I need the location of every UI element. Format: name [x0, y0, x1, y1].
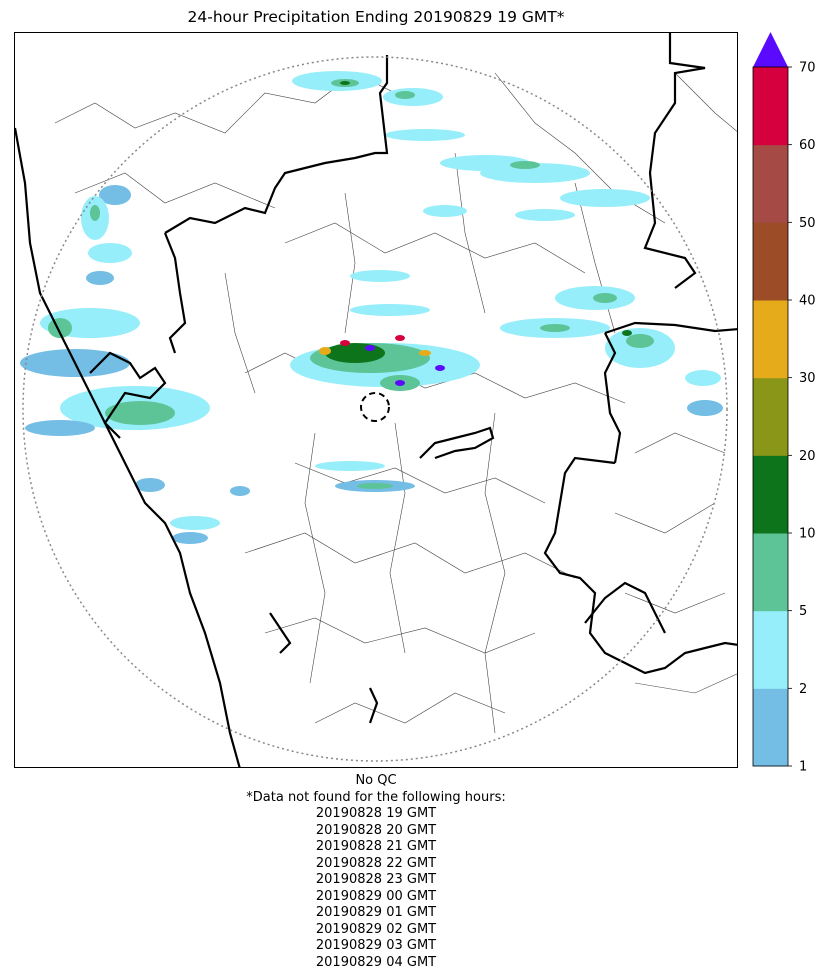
colorbar-block	[753, 455, 788, 534]
missing-hour: 20190829 03 GMT	[315, 938, 437, 953]
colorbar-block	[753, 300, 788, 379]
missing-data-label: *Data not found for the following hours:	[246, 789, 506, 805]
colorbar-block	[753, 144, 788, 223]
colorbar-tick-label: 20	[799, 449, 816, 464]
missing-hour: 20190829 00 GMT	[315, 888, 437, 904]
colorbar-block	[753, 610, 788, 689]
missing-hour: 20190829 01 GMT	[315, 905, 437, 920]
district-boundaries	[54, 72, 737, 734]
map-canvas	[15, 33, 737, 767]
precipitation-map	[14, 32, 738, 768]
colorbar-extend-arrow	[753, 32, 788, 67]
colorbar-tick-label: 2	[799, 682, 807, 697]
colorbar: 1 2 5 10 20 30 40 50 60 70	[752, 32, 816, 775]
colorbar-tick-label: 5	[799, 604, 807, 619]
missing-hour: 20190829 04 GMT	[315, 954, 437, 970]
colorbar-tick-label: 10	[799, 527, 816, 542]
missing-hour: 20190828 21 GMT	[315, 839, 437, 854]
colorbar-tick-label: 40	[799, 294, 816, 309]
footnote: No QC *Data not found for the following …	[0, 773, 752, 971]
colorbar-block	[753, 377, 788, 456]
radar-range-ring	[22, 56, 728, 762]
colorbar-block	[753, 688, 788, 767]
qc-label: No QC	[355, 773, 397, 788]
colorbar-tick-label: 60	[799, 138, 816, 153]
colorbar-block	[753, 533, 788, 612]
missing-hour: 20190829 02 GMT	[315, 921, 437, 937]
colorbar-frame	[752, 66, 789, 767]
colorbar-block	[753, 67, 788, 146]
missing-hour: 20190828 19 GMT	[315, 806, 437, 821]
map-title: 24-hour Precipitation Ending 20190829 19…	[187, 8, 565, 26]
colorbar-tick-label: 70	[799, 61, 816, 76]
radar-site-marker	[360, 392, 390, 422]
colorbar-tick-label: 30	[799, 371, 816, 386]
missing-hour: 20190828 23 GMT	[315, 872, 437, 887]
state-borders	[15, 33, 737, 767]
precipitation-field	[20, 71, 723, 544]
colorbar-block	[753, 222, 788, 301]
colorbar-tick-label: 1	[799, 760, 807, 775]
colorbar-tick-label: 50	[799, 216, 816, 231]
missing-hour: 20190828 20 GMT	[315, 822, 437, 838]
missing-hour: 20190828 22 GMT	[315, 855, 437, 871]
